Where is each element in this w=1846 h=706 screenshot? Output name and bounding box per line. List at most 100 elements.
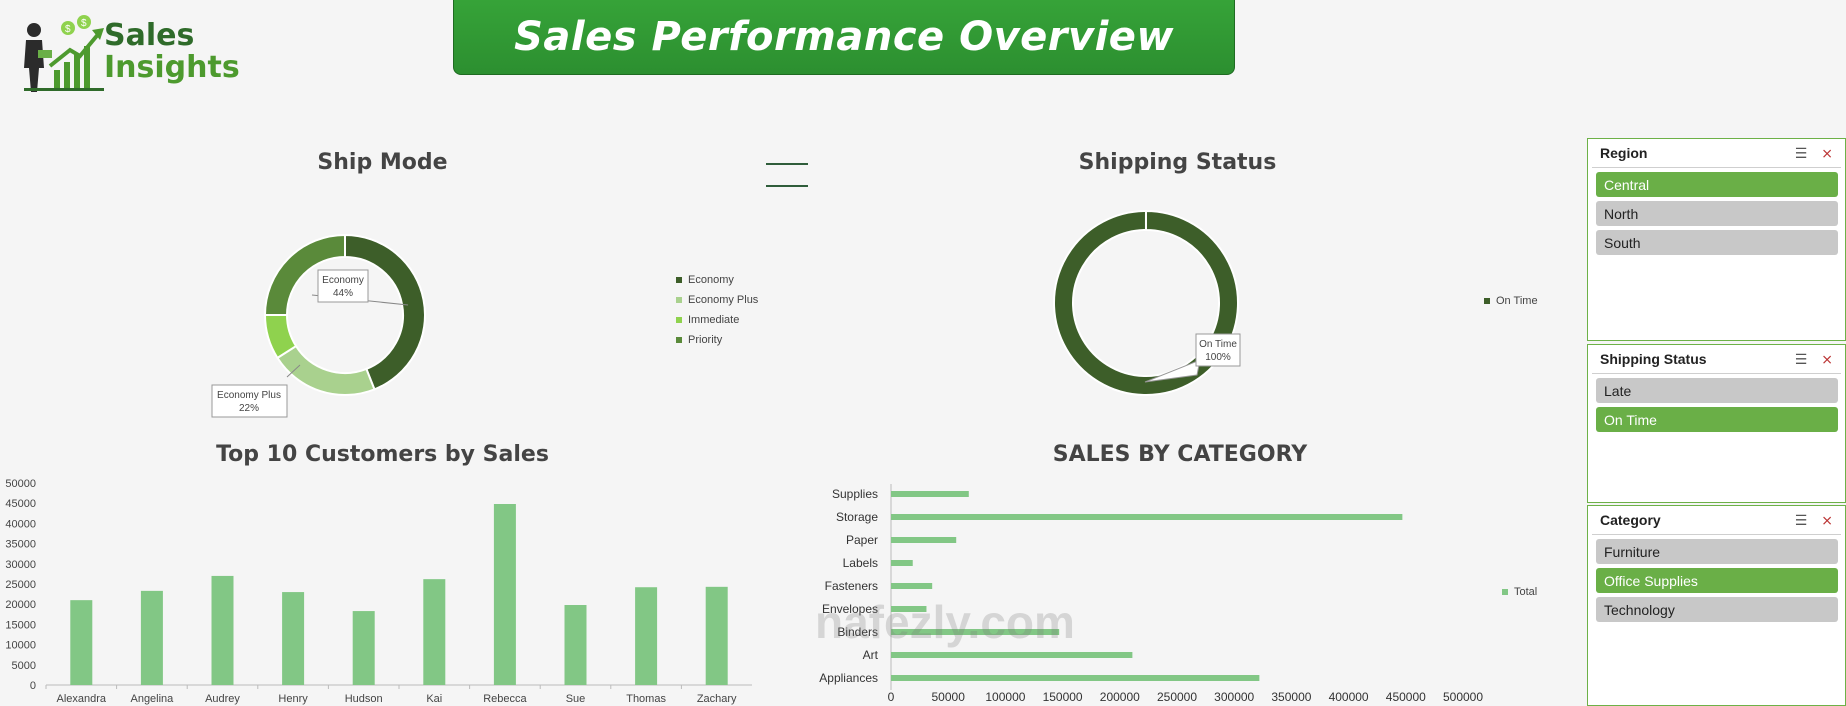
logo-line2: Insights xyxy=(104,50,240,85)
x-tick-label: Kai xyxy=(426,693,442,705)
top-customers-chart: 0 5000 10000 15000 20000 25000 30000 35000 40000… xyxy=(5,478,752,705)
slicer-item-south[interactable]: South xyxy=(1596,230,1838,255)
x-tick-label: 100000 xyxy=(985,690,1025,704)
y-tick-label: Supplies xyxy=(832,487,878,501)
sales-by-category-title: SALES BY CATEGORY xyxy=(1052,442,1308,467)
multi-select-icon[interactable]: ☰ xyxy=(1794,144,1808,161)
ship-mode-chart: Economy 44% Economy Plus 22% xyxy=(211,233,426,418)
x-tick-label: Audrey xyxy=(205,693,240,705)
legend-item: Economy Plus xyxy=(676,294,758,306)
bar-rebecca xyxy=(493,504,516,685)
y-tick-label: 50000 xyxy=(5,478,36,490)
legend-swatch xyxy=(676,317,682,323)
y-tick-label: Envelopes xyxy=(822,602,878,616)
top-customers-title: Top 10 Customers by Sales xyxy=(216,442,549,467)
legend-label: On Time xyxy=(1496,295,1538,307)
ship-mode-title: Ship Mode xyxy=(317,150,448,175)
bar-kai xyxy=(423,579,446,685)
sales-by-category-legend: Total xyxy=(1502,586,1537,598)
x-tick-label: 50000 xyxy=(932,690,966,704)
divider-line xyxy=(766,163,808,165)
x-tick-label: 350000 xyxy=(1271,690,1311,704)
shipping-status-title: Shipping Status xyxy=(1078,150,1277,175)
svg-text:44%: 44% xyxy=(333,288,353,299)
y-tick-label: 30000 xyxy=(5,559,36,571)
category-slicer-title: Category xyxy=(1600,512,1661,528)
bar-alexandra xyxy=(70,600,93,685)
bar-labels xyxy=(891,560,913,566)
bar-henry xyxy=(282,592,305,685)
slicer-item-furniture[interactable]: Furniture xyxy=(1596,539,1838,564)
clear-filter-icon[interactable]: ⨯ xyxy=(1821,350,1833,367)
bar-appliances xyxy=(891,675,1260,681)
data-label-economy: Economy 44% xyxy=(311,269,409,306)
x-tick-label: 200000 xyxy=(1100,690,1140,704)
ship-mode-legend: Economy Economy Plus Immediate Priority xyxy=(676,274,758,346)
clear-filter-icon[interactable]: ⨯ xyxy=(1821,511,1833,528)
y-tick-label: 35000 xyxy=(5,539,36,551)
slicer-item-technology[interactable]: Technology xyxy=(1596,597,1838,622)
x-tick-label: Rebecca xyxy=(483,693,527,705)
slicer-header: Region ☰ ⨯ xyxy=(1592,139,1841,168)
category-slicer-items: Furniture Office Supplies Technology xyxy=(1588,539,1845,622)
legend-item: Immediate xyxy=(676,314,758,326)
legend-swatch xyxy=(676,337,682,343)
shipping-status-slicer: Shipping Status ☰ ⨯ Late On Time xyxy=(1587,344,1846,503)
svg-text:$: $ xyxy=(81,18,87,29)
bar-audrey xyxy=(211,575,234,685)
y-tick-label: Storage xyxy=(836,510,878,524)
ship-mode-slice-priority xyxy=(263,233,346,316)
y-tick-label: 45000 xyxy=(5,498,36,510)
sales-by-category-chart: Supplies Storage Paper Labels Fasteners Envel… xyxy=(819,484,1483,704)
slicer-header: Category ☰ ⨯ xyxy=(1592,506,1841,535)
y-tick-label: 40000 xyxy=(5,518,36,530)
x-tick-label: 500000 xyxy=(1443,690,1483,704)
x-tick-label: 150000 xyxy=(1043,690,1083,704)
x-tick-label: Thomas xyxy=(626,693,666,705)
x-tick-label: Sue xyxy=(566,693,586,705)
legend-label: Priority xyxy=(688,334,723,346)
slicer-item-late[interactable]: Late xyxy=(1596,378,1838,403)
x-tick-label: Alexandra xyxy=(57,693,107,705)
x-tick-label: 450000 xyxy=(1386,690,1426,704)
multi-select-icon[interactable]: ☰ xyxy=(1794,350,1808,367)
bar-storage xyxy=(891,514,1403,520)
svg-text:On Time: On Time xyxy=(1199,339,1237,350)
y-tick-label: 20000 xyxy=(5,599,36,611)
x-tick-label: Henry xyxy=(278,693,308,705)
sales-logo-icon: $ $ xyxy=(24,15,104,92)
x-tick-label: Angelina xyxy=(130,693,174,705)
svg-text:Economy: Economy xyxy=(322,275,364,286)
slicer-item-office-supplies[interactable]: Office Supplies xyxy=(1596,568,1838,593)
shipping-status-slicer-title: Shipping Status xyxy=(1600,351,1707,367)
ship-mode-slice-economy-plus xyxy=(276,344,376,396)
logo-line1: Sales xyxy=(104,18,195,53)
y-tick-label: Labels xyxy=(843,556,878,570)
y-tick-label: 25000 xyxy=(5,579,36,591)
y-tick-label: Art xyxy=(863,648,879,662)
svg-text:22%: 22% xyxy=(239,403,259,414)
slicer-item-on-time[interactable]: On Time xyxy=(1596,407,1838,432)
legend-swatch xyxy=(676,277,682,283)
x-tick-label: Zachary xyxy=(697,693,737,705)
y-tick-label: 5000 xyxy=(12,660,36,672)
shipping-status-slice-on-time xyxy=(1053,209,1239,396)
shipping-status-chart: On Time 100% xyxy=(1053,209,1241,396)
slicer-item-north[interactable]: North xyxy=(1596,201,1838,226)
slicer-item-central[interactable]: Central xyxy=(1596,172,1838,197)
legend-swatch xyxy=(676,297,682,303)
bar-art xyxy=(891,652,1133,658)
y-tick-label: Paper xyxy=(846,533,878,547)
svg-text:100%: 100% xyxy=(1205,352,1231,363)
clear-filter-icon[interactable]: ⨯ xyxy=(1821,144,1833,161)
x-tick-label: Hudson xyxy=(345,693,383,705)
region-slicer-title: Region xyxy=(1600,145,1648,161)
title-banner: Sales Performance Overview xyxy=(453,0,1235,75)
y-tick-label: 0 xyxy=(30,680,36,692)
divider-line xyxy=(766,185,808,187)
multi-select-icon[interactable]: ☰ xyxy=(1794,511,1808,528)
bar-paper xyxy=(891,537,957,543)
shipping-status-slicer-items: Late On Time xyxy=(1588,378,1845,432)
bar-zachary xyxy=(705,586,728,685)
legend-item: Economy xyxy=(676,274,758,286)
